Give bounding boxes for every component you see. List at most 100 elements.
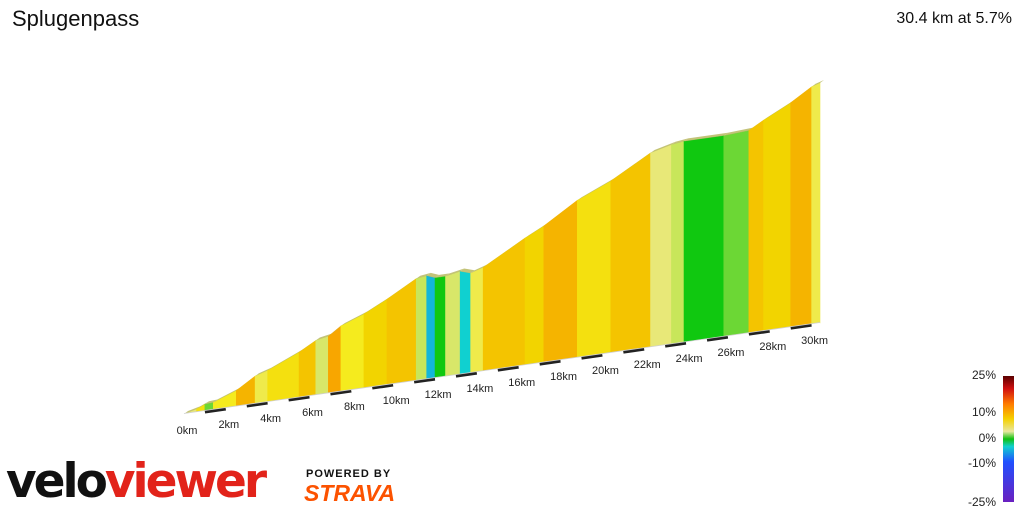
axis-km-bar: [727, 332, 750, 339]
profile-segment: [524, 225, 545, 366]
profile-segment: [298, 339, 317, 398]
x-tick-label: 18km: [550, 371, 577, 383]
profile-road-edge: [340, 311, 368, 326]
profile-road-edge: [525, 223, 548, 239]
profile-segment: [445, 271, 461, 377]
profile-segment: [340, 313, 365, 392]
axis-km-bar: [225, 404, 247, 411]
profile-road-edge: [671, 138, 689, 145]
profile-segment: [543, 199, 578, 363]
x-tick-label: 6km: [302, 407, 323, 419]
axis-km-bar: [372, 383, 394, 390]
profile-road-edge: [650, 141, 676, 154]
profile-segment: [386, 278, 417, 386]
axis-km-bar: [183, 410, 206, 417]
profile-segment: [610, 152, 651, 354]
profile-segment: [470, 267, 484, 374]
axis-km-bar: [497, 365, 519, 372]
profile-segment: [267, 351, 300, 403]
profile-road-edge: [196, 401, 209, 410]
profile-segment: [811, 82, 821, 325]
axis-km-bar: [560, 356, 582, 363]
powered-by-label: POWERED BY: [306, 468, 392, 480]
profile-road-edge: [445, 268, 465, 277]
profile-segment: [254, 370, 268, 405]
axis-km-bar: [623, 347, 645, 354]
profile-road-edge: [315, 333, 333, 341]
profile-segment: [650, 144, 672, 348]
axis-km-bar: [581, 353, 603, 360]
profile-road-edge: [790, 83, 816, 103]
profile-road-edge: [267, 349, 304, 371]
profile-segment: [683, 135, 725, 343]
gradient-legend-bar: [1003, 376, 1014, 502]
x-tick-label: 26km: [717, 347, 744, 359]
profile-road-edge: [684, 132, 728, 142]
profile-road-edge: [543, 197, 582, 227]
axis-km-bar: [706, 335, 729, 342]
x-tick-label: 14km: [466, 383, 493, 395]
x-tick-label: 12km: [425, 389, 452, 401]
axis-km-bar: [811, 322, 821, 327]
profile-segment: [671, 141, 685, 345]
axis-km-bar: [288, 395, 310, 402]
profile-road-edge: [763, 99, 795, 121]
axis-km-bar: [644, 344, 666, 351]
x-tick-label: 16km: [508, 377, 535, 389]
x-tick-label: 4km: [260, 413, 281, 425]
axis-km-bar: [434, 374, 457, 381]
profile-road-edge: [416, 272, 431, 279]
profile-segments: [183, 80, 824, 415]
profile-road-edge: [299, 337, 320, 353]
profile-road-edge: [470, 264, 488, 274]
legend-label-minus10: -10%: [967, 456, 996, 470]
profile-road-edge: [184, 406, 201, 414]
profile-road-edge: [204, 399, 218, 405]
axis-km-bar: [476, 368, 499, 375]
segment-summary: 30.4 km at 5.7%: [896, 10, 1012, 27]
legend-label-10: 10%: [971, 405, 996, 419]
x-tick-label: 30km: [801, 335, 828, 347]
profile-segment: [459, 271, 471, 375]
axis-km-bar: [267, 398, 289, 405]
axis-km-bar: [664, 341, 687, 348]
profile-road-edge: [460, 268, 475, 274]
axis-km-bar: [330, 389, 352, 396]
logo-viewer: viewer: [104, 454, 267, 509]
profile-road-edge: [213, 387, 241, 403]
x-tick-label: 20km: [592, 365, 619, 377]
profile-road-edge: [426, 272, 440, 278]
axis-km-bar: [204, 407, 227, 414]
profile-segment: [328, 325, 342, 394]
veloviewer-logo: veloviewer: [6, 452, 267, 512]
x-tick-label: 22km: [634, 359, 661, 371]
axis-km-bar: [790, 323, 812, 330]
axis-km-bar: [539, 359, 561, 366]
x-tick-label: 28km: [759, 341, 786, 353]
profile-road-edge: [386, 275, 421, 300]
profile-road-edge: [577, 177, 615, 201]
profile-segment: [363, 298, 388, 389]
axis-km-bar: [518, 362, 540, 369]
profile-road-edge: [748, 117, 768, 131]
profile-road-edge: [363, 296, 391, 315]
profile-segment: [415, 275, 427, 382]
logo-velo: velo: [6, 454, 108, 509]
legend-label-min: -25%: [967, 495, 996, 509]
profile-road-edge: [610, 150, 655, 181]
segment-title: Splugenpass: [12, 6, 140, 31]
axis-km-bar: [392, 380, 415, 387]
axis-km-bar: [748, 329, 771, 336]
profile-road-edge: [255, 367, 272, 377]
profile-road-edge: [435, 273, 450, 278]
axis-km-bar: [246, 401, 268, 408]
legend-label-0: 0%: [978, 431, 996, 445]
profile-segment: [723, 130, 750, 338]
profile-segment: [748, 119, 764, 334]
axis-baseline: [183, 322, 821, 414]
axis-km-bar: [685, 338, 708, 345]
axis-km-bar: [351, 386, 373, 393]
profile-segment: [315, 335, 329, 396]
profile-road-edge: [723, 127, 753, 136]
